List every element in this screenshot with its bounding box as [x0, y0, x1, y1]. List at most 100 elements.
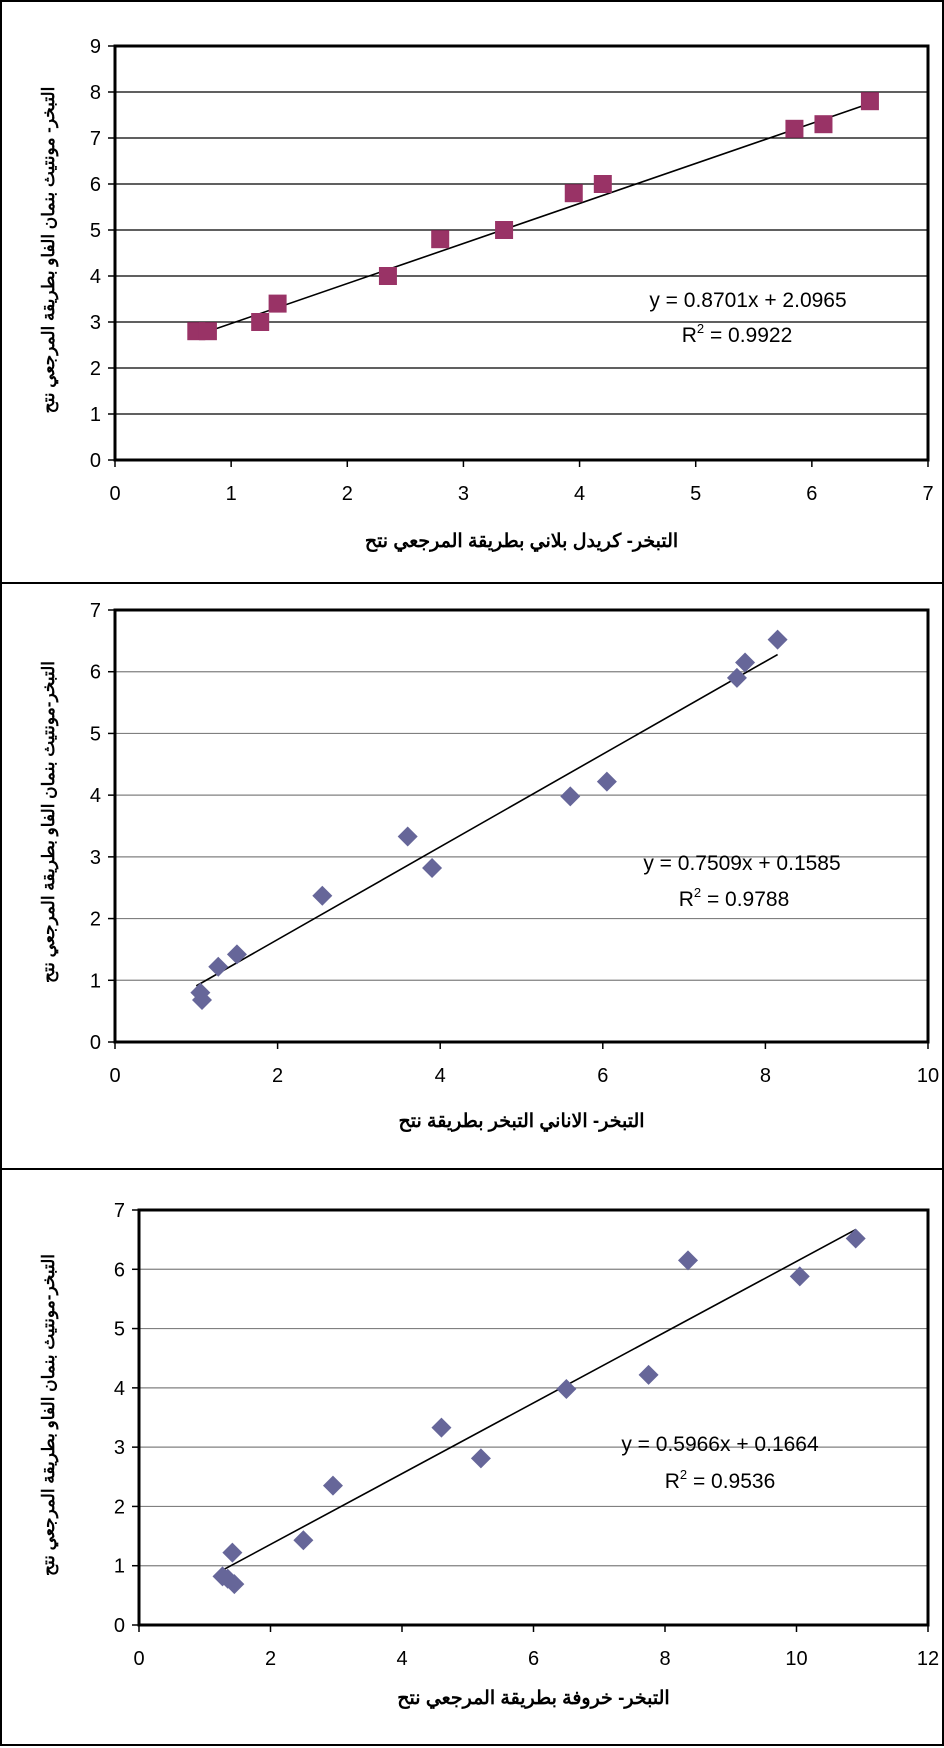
y-tick-label: 7 [90, 600, 101, 622]
data-point [268, 294, 287, 313]
y-tick-label: 7 [90, 128, 101, 150]
trendline [196, 102, 871, 337]
y-tick-label: 1 [90, 404, 101, 426]
r-squared-superscript: 2 [697, 321, 704, 336]
data-point [767, 629, 788, 650]
y-tick-label: 3 [90, 847, 101, 869]
x-tick-label: 2 [342, 483, 353, 505]
data-point [860, 92, 879, 111]
y-tick-label: 4 [90, 785, 101, 807]
x-tick-label: 10 [785, 1648, 807, 1670]
y-tick-label: 6 [114, 1259, 125, 1281]
data-point [431, 1417, 452, 1438]
trendline [195, 653, 778, 987]
data-point [785, 119, 804, 138]
plot-border [113, 608, 930, 1044]
x-tick-label: 4 [435, 1065, 446, 1087]
data-point [224, 1574, 245, 1595]
r-squared-symbol: R [682, 324, 697, 347]
data-point [397, 826, 418, 847]
x-tick-label: 5 [690, 483, 701, 505]
chart-panel-3: 0 1 2 3 4 5 6 7 0 2 4 6 8 10 12 y = 0.5966x + 0.1664 R2 … [0, 1168, 944, 1746]
regression-equation: y = 0.8701x + 2.0965 [649, 289, 846, 312]
y-tick-label: 4 [114, 1378, 125, 1400]
data-point [560, 786, 581, 807]
x-axis-title: التبخر- خروفة بطريقة المرجعي نتح [397, 1688, 669, 1710]
y-tick-label: 2 [90, 909, 101, 931]
data-point [251, 313, 270, 331]
x-tick-label: 3 [458, 483, 469, 505]
x-axis-title: التبخر- الاناني التبخر بطريقة نتح [398, 1111, 644, 1133]
data-point [495, 221, 514, 239]
x-tick-label: 2 [265, 1648, 276, 1670]
y-tick-label: 0 [114, 1615, 125, 1637]
data-point [293, 1530, 314, 1551]
data-point [735, 652, 756, 673]
data-point [593, 175, 612, 193]
y-tick-label: 6 [90, 174, 101, 196]
r-squared-superscript: 2 [680, 1467, 687, 1482]
data-point [596, 771, 617, 792]
x-tick-label: 4 [396, 1648, 407, 1670]
data-point [431, 230, 450, 249]
y-tick-label: 5 [114, 1319, 125, 1341]
x-tick-label: 7 [922, 483, 933, 505]
data-point [226, 944, 247, 965]
y-tick-label: 6 [90, 662, 101, 684]
data-point [322, 1475, 343, 1496]
y-tick-label: 0 [90, 450, 101, 472]
data-point [726, 667, 747, 688]
r-squared-label: R2 = 0.9922 [682, 321, 793, 347]
r-squared-label: R2 = 0.9788 [679, 885, 790, 911]
data-point [564, 184, 583, 203]
y-tick-label: 5 [90, 723, 101, 745]
trendline [222, 1228, 857, 1571]
x-tick-label: 6 [806, 483, 817, 505]
y-tick-label: 9 [90, 36, 101, 58]
y-tick-label: 0 [90, 1032, 101, 1054]
plot-border [137, 1208, 930, 1627]
y-tick-label: 3 [114, 1437, 125, 1459]
r-squared-symbol: R [679, 888, 694, 911]
x-tick-label: 1 [226, 483, 237, 505]
y-tick-label: 8 [90, 82, 101, 104]
y-tick-label: 1 [90, 970, 101, 992]
data-point [470, 1448, 491, 1469]
r-squared-symbol: R [665, 1470, 680, 1493]
y-tick-label: 2 [90, 358, 101, 380]
x-tick-label: 8 [760, 1065, 771, 1087]
data-point [208, 956, 229, 977]
y-tick-label: 3 [90, 312, 101, 334]
data-point [789, 1266, 810, 1287]
x-tick-label: 10 [917, 1065, 939, 1087]
r-squared-superscript: 2 [694, 885, 701, 900]
x-tick-label: 0 [133, 1648, 144, 1670]
plot-area [115, 610, 928, 1042]
y-axis-title: التبخر-مونتيث بنمان الفاو بطريقة المرجعي… [39, 1254, 59, 1576]
x-axis-title: التبخر- كريدل بلاني بطريقة المرجعي نتح [365, 531, 678, 553]
data-point [845, 1228, 866, 1249]
data-point [222, 1542, 243, 1563]
y-tick-label: 2 [114, 1496, 125, 1518]
y-axis-title: التبخر-مونتيث بنمان الفاو بطريقة المرجعي… [39, 661, 59, 983]
x-tick-label: 8 [659, 1648, 670, 1670]
r-squared-value: = 0.9788 [701, 888, 789, 911]
data-point [378, 267, 397, 285]
data-point [198, 322, 217, 341]
r-squared-value: = 0.9536 [687, 1470, 775, 1493]
regression-equation: y = 0.7509x + 0.1585 [643, 852, 840, 875]
chart-panel-2: 0 1 2 3 4 5 6 7 0 2 4 6 8 10 y = 0.7509x + 0.1585 R2 = … [0, 582, 944, 1170]
plot-border [113, 44, 930, 462]
y-tick-label: 7 [114, 1200, 125, 1222]
y-tick-label: 1 [114, 1556, 125, 1578]
plot-area [115, 46, 928, 460]
data-point [678, 1250, 699, 1271]
data-point [312, 885, 333, 906]
r-squared-label: R2 = 0.9536 [665, 1467, 776, 1493]
x-tick-label: 6 [528, 1648, 539, 1670]
